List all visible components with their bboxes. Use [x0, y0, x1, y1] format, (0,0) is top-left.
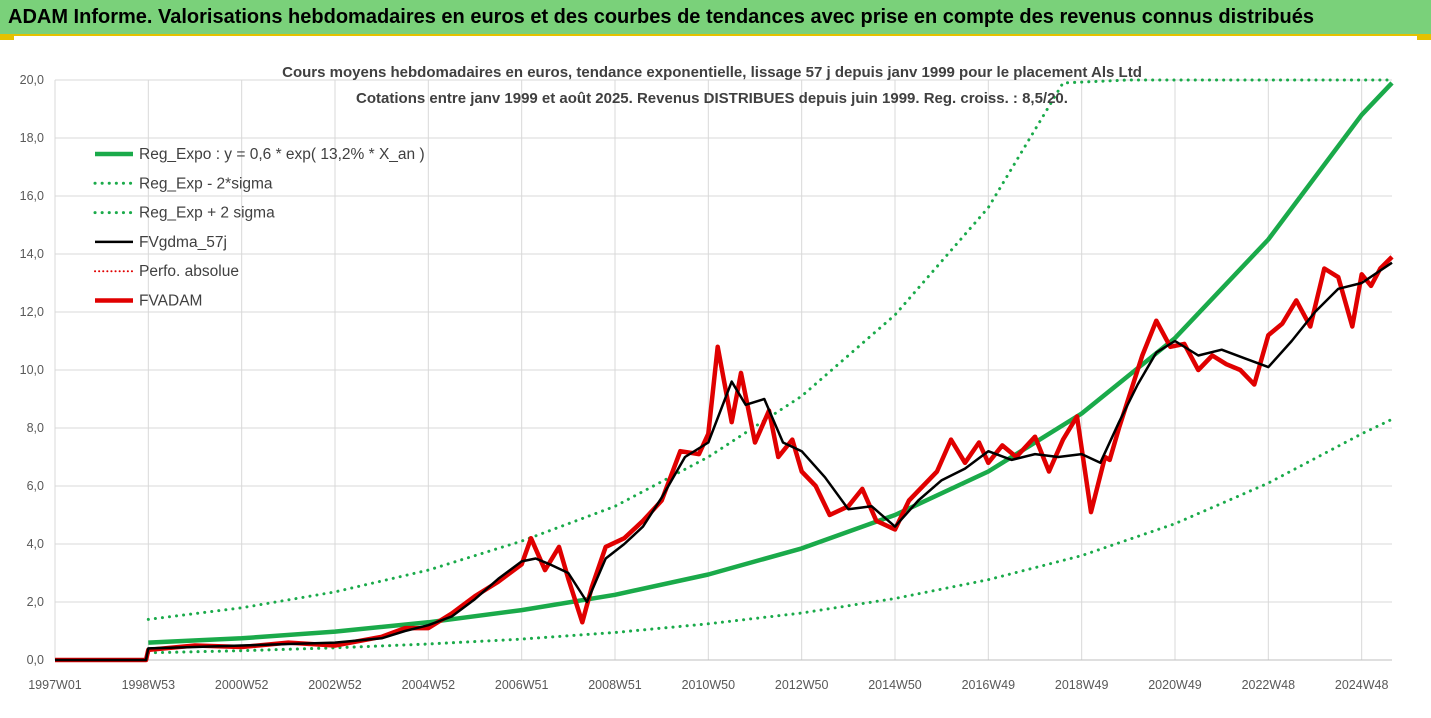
- x-tick-label: 2016W49: [962, 678, 1016, 692]
- title-banner: ADAM Informe. Valorisations hebdomadaire…: [0, 0, 1431, 36]
- x-tick-label: 1997W01: [28, 678, 82, 692]
- y-tick-label: 18,0: [20, 131, 44, 145]
- y-axis: 0,0 2,0 4,0 6,0 8,0 10,0 12,0 14,0 16,0 18,0 20,0: [20, 73, 44, 667]
- chart-title-line-2: Cotations entre janv 1999 et août 2025. …: [356, 90, 1068, 107]
- x-tick-label: 2018W49: [1055, 678, 1109, 692]
- legend-label: Reg_Exp - 2*sigma: [139, 175, 273, 192]
- x-tick-label: 2004W52: [402, 678, 456, 692]
- x-tick-label: 2024W48: [1335, 678, 1389, 692]
- chart-title-line-1: Cours moyens hebdomadaires en euros, ten…: [282, 64, 1142, 81]
- banner-title: ADAM Informe. Valorisations hebdomadaire…: [8, 6, 1314, 28]
- legend-label: Perfo. absolue: [139, 263, 239, 280]
- x-tick-label: 2012W50: [775, 678, 829, 692]
- x-tick-label: 2014W50: [868, 678, 922, 692]
- series-line-fvgdma57j: [55, 261, 1393, 662]
- series-line-fvadam: [55, 255, 1394, 663]
- series-line-regexp: [146, 417, 1394, 655]
- legend-label: FVgdma_57j: [139, 234, 227, 251]
- y-tick-label: 2,0: [27, 595, 44, 609]
- x-tick-label: 2000W52: [215, 678, 269, 692]
- x-axis: 1997W01 1998W53 2000W52 2002W52 2004W52 2006W…: [28, 659, 1392, 692]
- corner-mark-left: [0, 36, 14, 40]
- y-tick-label: 4,0: [27, 537, 44, 551]
- x-tick-label: 1998W53: [122, 678, 176, 692]
- y-tick-label: 14,0: [20, 247, 44, 261]
- y-tick-label: 16,0: [20, 189, 44, 203]
- x-tick-label: 2022W48: [1242, 678, 1296, 692]
- y-tick-label: 10,0: [20, 363, 44, 377]
- y-tick-label: 8,0: [27, 421, 44, 435]
- corner-mark-right: [1417, 36, 1431, 40]
- x-tick-label: 2008W51: [588, 678, 642, 692]
- y-tick-label: 12,0: [20, 305, 44, 319]
- plot-series: [55, 78, 1394, 663]
- y-tick-label: 6,0: [27, 479, 44, 493]
- legend: Reg_Expo : y = 0,6 * exp( 13,2% * X_an )…: [93, 146, 425, 310]
- legend-label: Reg_Expo : y = 0,6 * exp( 13,2% * X_an ): [139, 146, 425, 163]
- legend-label: FVADAM: [139, 293, 202, 310]
- x-tick-label: 2010W50: [682, 678, 736, 692]
- x-tick-label: 2020W49: [1148, 678, 1202, 692]
- series-line-regexpo: [148, 81, 1394, 645]
- y-tick-label: 0,0: [27, 653, 44, 667]
- x-tick-label: 2006W51: [495, 678, 549, 692]
- legend-label: Reg_Exp + 2 sigma: [139, 205, 275, 222]
- x-tick-label: 2002W52: [308, 678, 362, 692]
- y-tick-label: 20,0: [20, 73, 44, 87]
